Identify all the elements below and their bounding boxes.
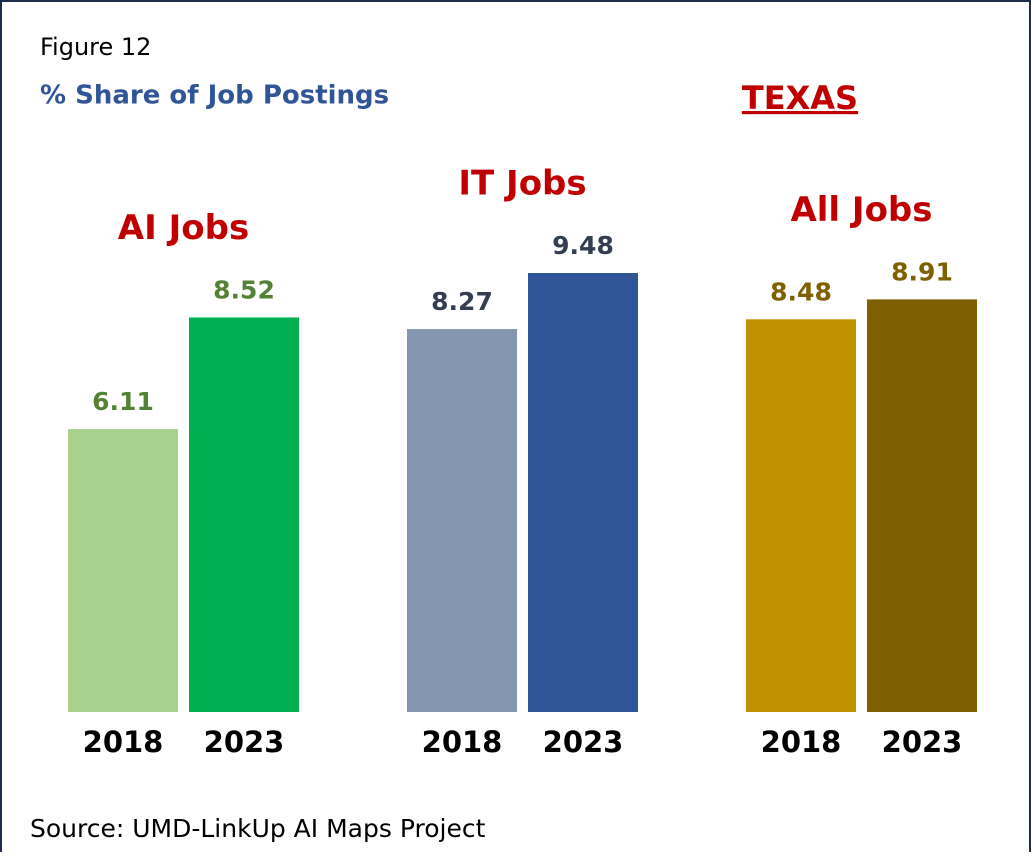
value-label: 8.27 [431,287,493,316]
x-tick-label: 2018 [422,725,503,759]
value-label: 6.11 [92,387,154,416]
group-title: IT Jobs [458,164,586,204]
x-tick-label: 2023 [882,725,963,759]
figure-label: Figure 12 [40,33,151,61]
value-label: 8.48 [770,277,832,306]
x-tick-label: 2023 [204,725,285,759]
source-note: Source: UMD-LinkUp AI Maps Project [30,814,486,843]
x-tick-label: 2018 [83,725,164,759]
value-label: 8.91 [891,257,953,286]
bar [746,319,856,712]
bar [867,299,977,712]
x-tick-label: 2018 [761,725,842,759]
bar [528,273,638,712]
region-label: TEXAS [742,79,858,117]
bar [189,317,299,712]
value-label: 9.48 [552,231,614,260]
value-label: 8.52 [213,275,275,304]
group-title: AI Jobs [118,208,249,248]
chart-title: % Share of Job Postings [40,81,389,111]
x-tick-label: 2023 [543,725,624,759]
group-title: All Jobs [790,190,932,230]
bar [407,329,517,712]
bar [68,429,178,712]
